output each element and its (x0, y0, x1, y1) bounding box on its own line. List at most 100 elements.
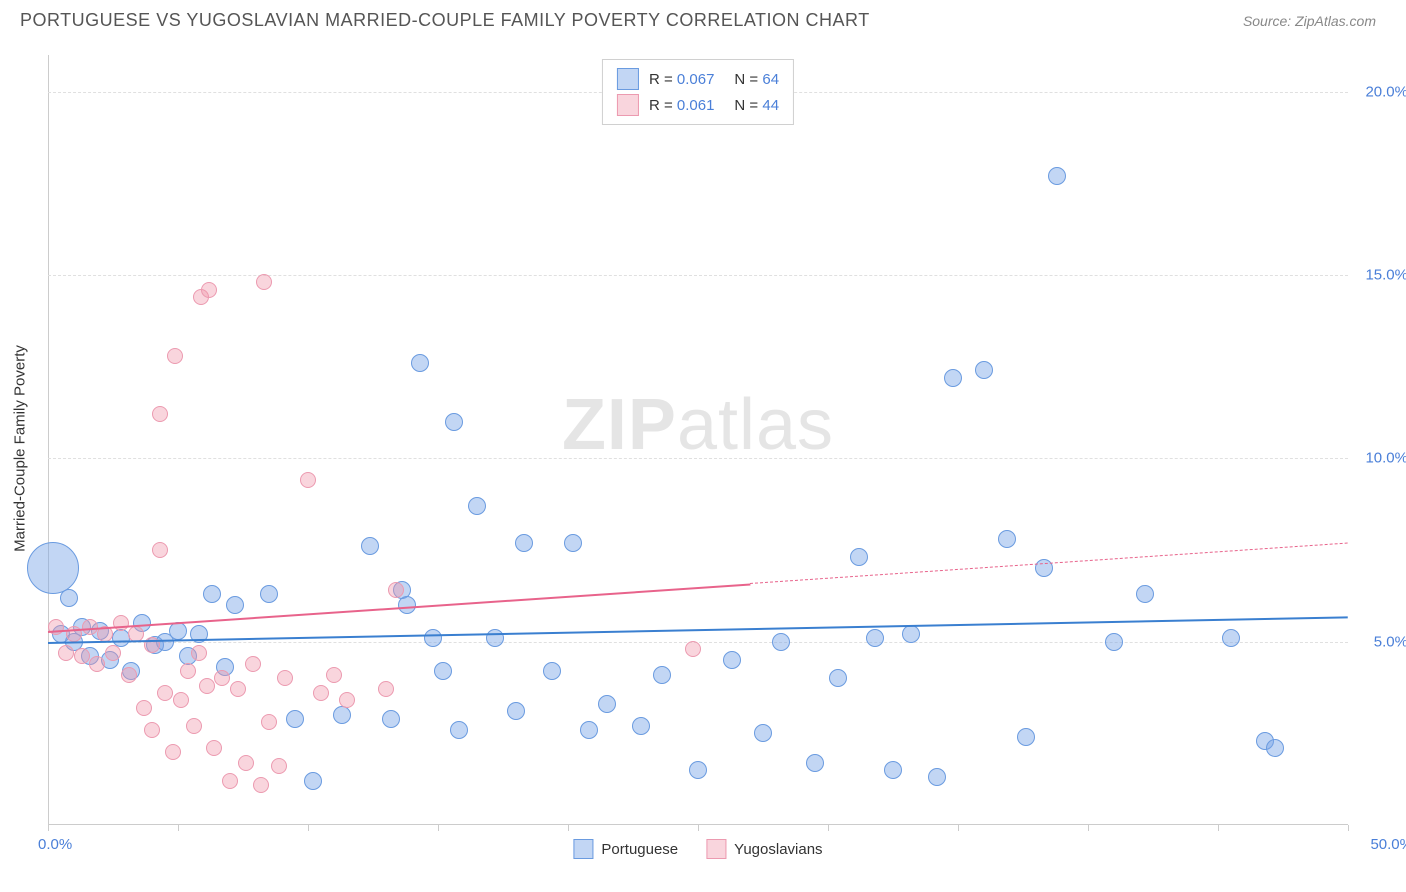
x-tick (1348, 825, 1349, 831)
scatter-point (361, 537, 379, 555)
scatter-point (256, 274, 272, 290)
legend-series: PortugueseYugoslavians (573, 839, 822, 859)
scatter-point (180, 663, 196, 679)
scatter-point (339, 692, 355, 708)
y-axis-label: Married-Couple Family Poverty (12, 345, 29, 552)
scatter-point (245, 656, 261, 672)
scatter-point (515, 534, 533, 552)
scatter-point (468, 497, 486, 515)
legend-swatch (706, 839, 726, 859)
scatter-point (543, 662, 561, 680)
scatter-point (121, 667, 137, 683)
scatter-point (191, 645, 207, 661)
x-tick (958, 825, 959, 831)
scatter-point (27, 542, 79, 594)
scatter-point (286, 710, 304, 728)
scatter-point (167, 348, 183, 364)
scatter-point (754, 724, 772, 742)
chart-title: PORTUGUESE VS YUGOSLAVIAN MARRIED-COUPLE… (20, 10, 870, 31)
scatter-point (884, 761, 902, 779)
scatter-point (653, 666, 671, 684)
scatter-point (136, 700, 152, 716)
chart-container: Married-Couple Family Poverty 0.0% 50.0%… (48, 55, 1348, 825)
scatter-point (944, 369, 962, 387)
scatter-point (998, 530, 1016, 548)
scatter-point (1222, 629, 1240, 647)
scatter-point (89, 656, 105, 672)
scatter-point (333, 706, 351, 724)
scatter-point (222, 773, 238, 789)
y-tick-label: 15.0% (1365, 267, 1406, 284)
scatter-point (203, 585, 221, 603)
scatter-point (1266, 739, 1284, 757)
scatter-point (975, 361, 993, 379)
y-tick-label: 5.0% (1374, 633, 1406, 650)
scatter-point (486, 629, 504, 647)
scatter-point (689, 761, 707, 779)
scatter-point (507, 702, 525, 720)
scatter-point (388, 582, 404, 598)
scatter-point (411, 354, 429, 372)
y-tick-label: 20.0% (1365, 83, 1406, 100)
scatter-point (157, 685, 173, 701)
scatter-point (445, 413, 463, 431)
scatter-point (113, 615, 129, 631)
x-tick (1218, 825, 1219, 831)
scatter-point (214, 670, 230, 686)
scatter-point (230, 681, 246, 697)
scatter-point (1136, 585, 1154, 603)
scatter-point (580, 721, 598, 739)
scatter-point (806, 754, 824, 772)
x-tick (1088, 825, 1089, 831)
scatter-point (60, 589, 78, 607)
scatter-point (632, 717, 650, 735)
scatter-point (928, 768, 946, 786)
legend-stat-row: R = 0.067N = 64 (617, 66, 779, 92)
grid-line (48, 275, 1348, 276)
scatter-point (564, 534, 582, 552)
scatter-point (206, 740, 222, 756)
scatter-point (152, 542, 168, 558)
scatter-point (313, 685, 329, 701)
x-tick (698, 825, 699, 831)
scatter-point (253, 777, 269, 793)
scatter-point (199, 678, 215, 694)
scatter-point (398, 596, 416, 614)
legend-swatch (617, 94, 639, 116)
legend-swatch (573, 839, 593, 859)
scatter-point (144, 722, 160, 738)
scatter-point (326, 667, 342, 683)
source-label: Source: ZipAtlas.com (1243, 13, 1376, 29)
x-tick (828, 825, 829, 831)
scatter-point (382, 710, 400, 728)
scatter-point (850, 548, 868, 566)
scatter-point (173, 692, 189, 708)
scatter-point (261, 714, 277, 730)
scatter-point (829, 669, 847, 687)
scatter-point (260, 585, 278, 603)
x-tick (178, 825, 179, 831)
scatter-point (152, 406, 168, 422)
x-tick (48, 825, 49, 831)
scatter-point (866, 629, 884, 647)
legend-n: N = 64 (734, 71, 779, 88)
plot-area: 0.0% 50.0% 5.0%10.0%15.0%20.0% (48, 55, 1348, 825)
trend-line (48, 616, 1348, 644)
scatter-point (434, 662, 452, 680)
scatter-point (74, 648, 90, 664)
scatter-point (902, 625, 920, 643)
legend-stat-row: R = 0.061N = 44 (617, 92, 779, 118)
scatter-point (1048, 167, 1066, 185)
scatter-point (186, 718, 202, 734)
scatter-point (723, 651, 741, 669)
scatter-point (450, 721, 468, 739)
legend-r: R = 0.061 (649, 97, 714, 114)
scatter-point (685, 641, 701, 657)
grid-line (48, 458, 1348, 459)
scatter-point (105, 645, 121, 661)
scatter-point (1017, 728, 1035, 746)
scatter-point (58, 645, 74, 661)
y-axis-line (48, 55, 49, 825)
scatter-point (165, 744, 181, 760)
x-tick (438, 825, 439, 831)
